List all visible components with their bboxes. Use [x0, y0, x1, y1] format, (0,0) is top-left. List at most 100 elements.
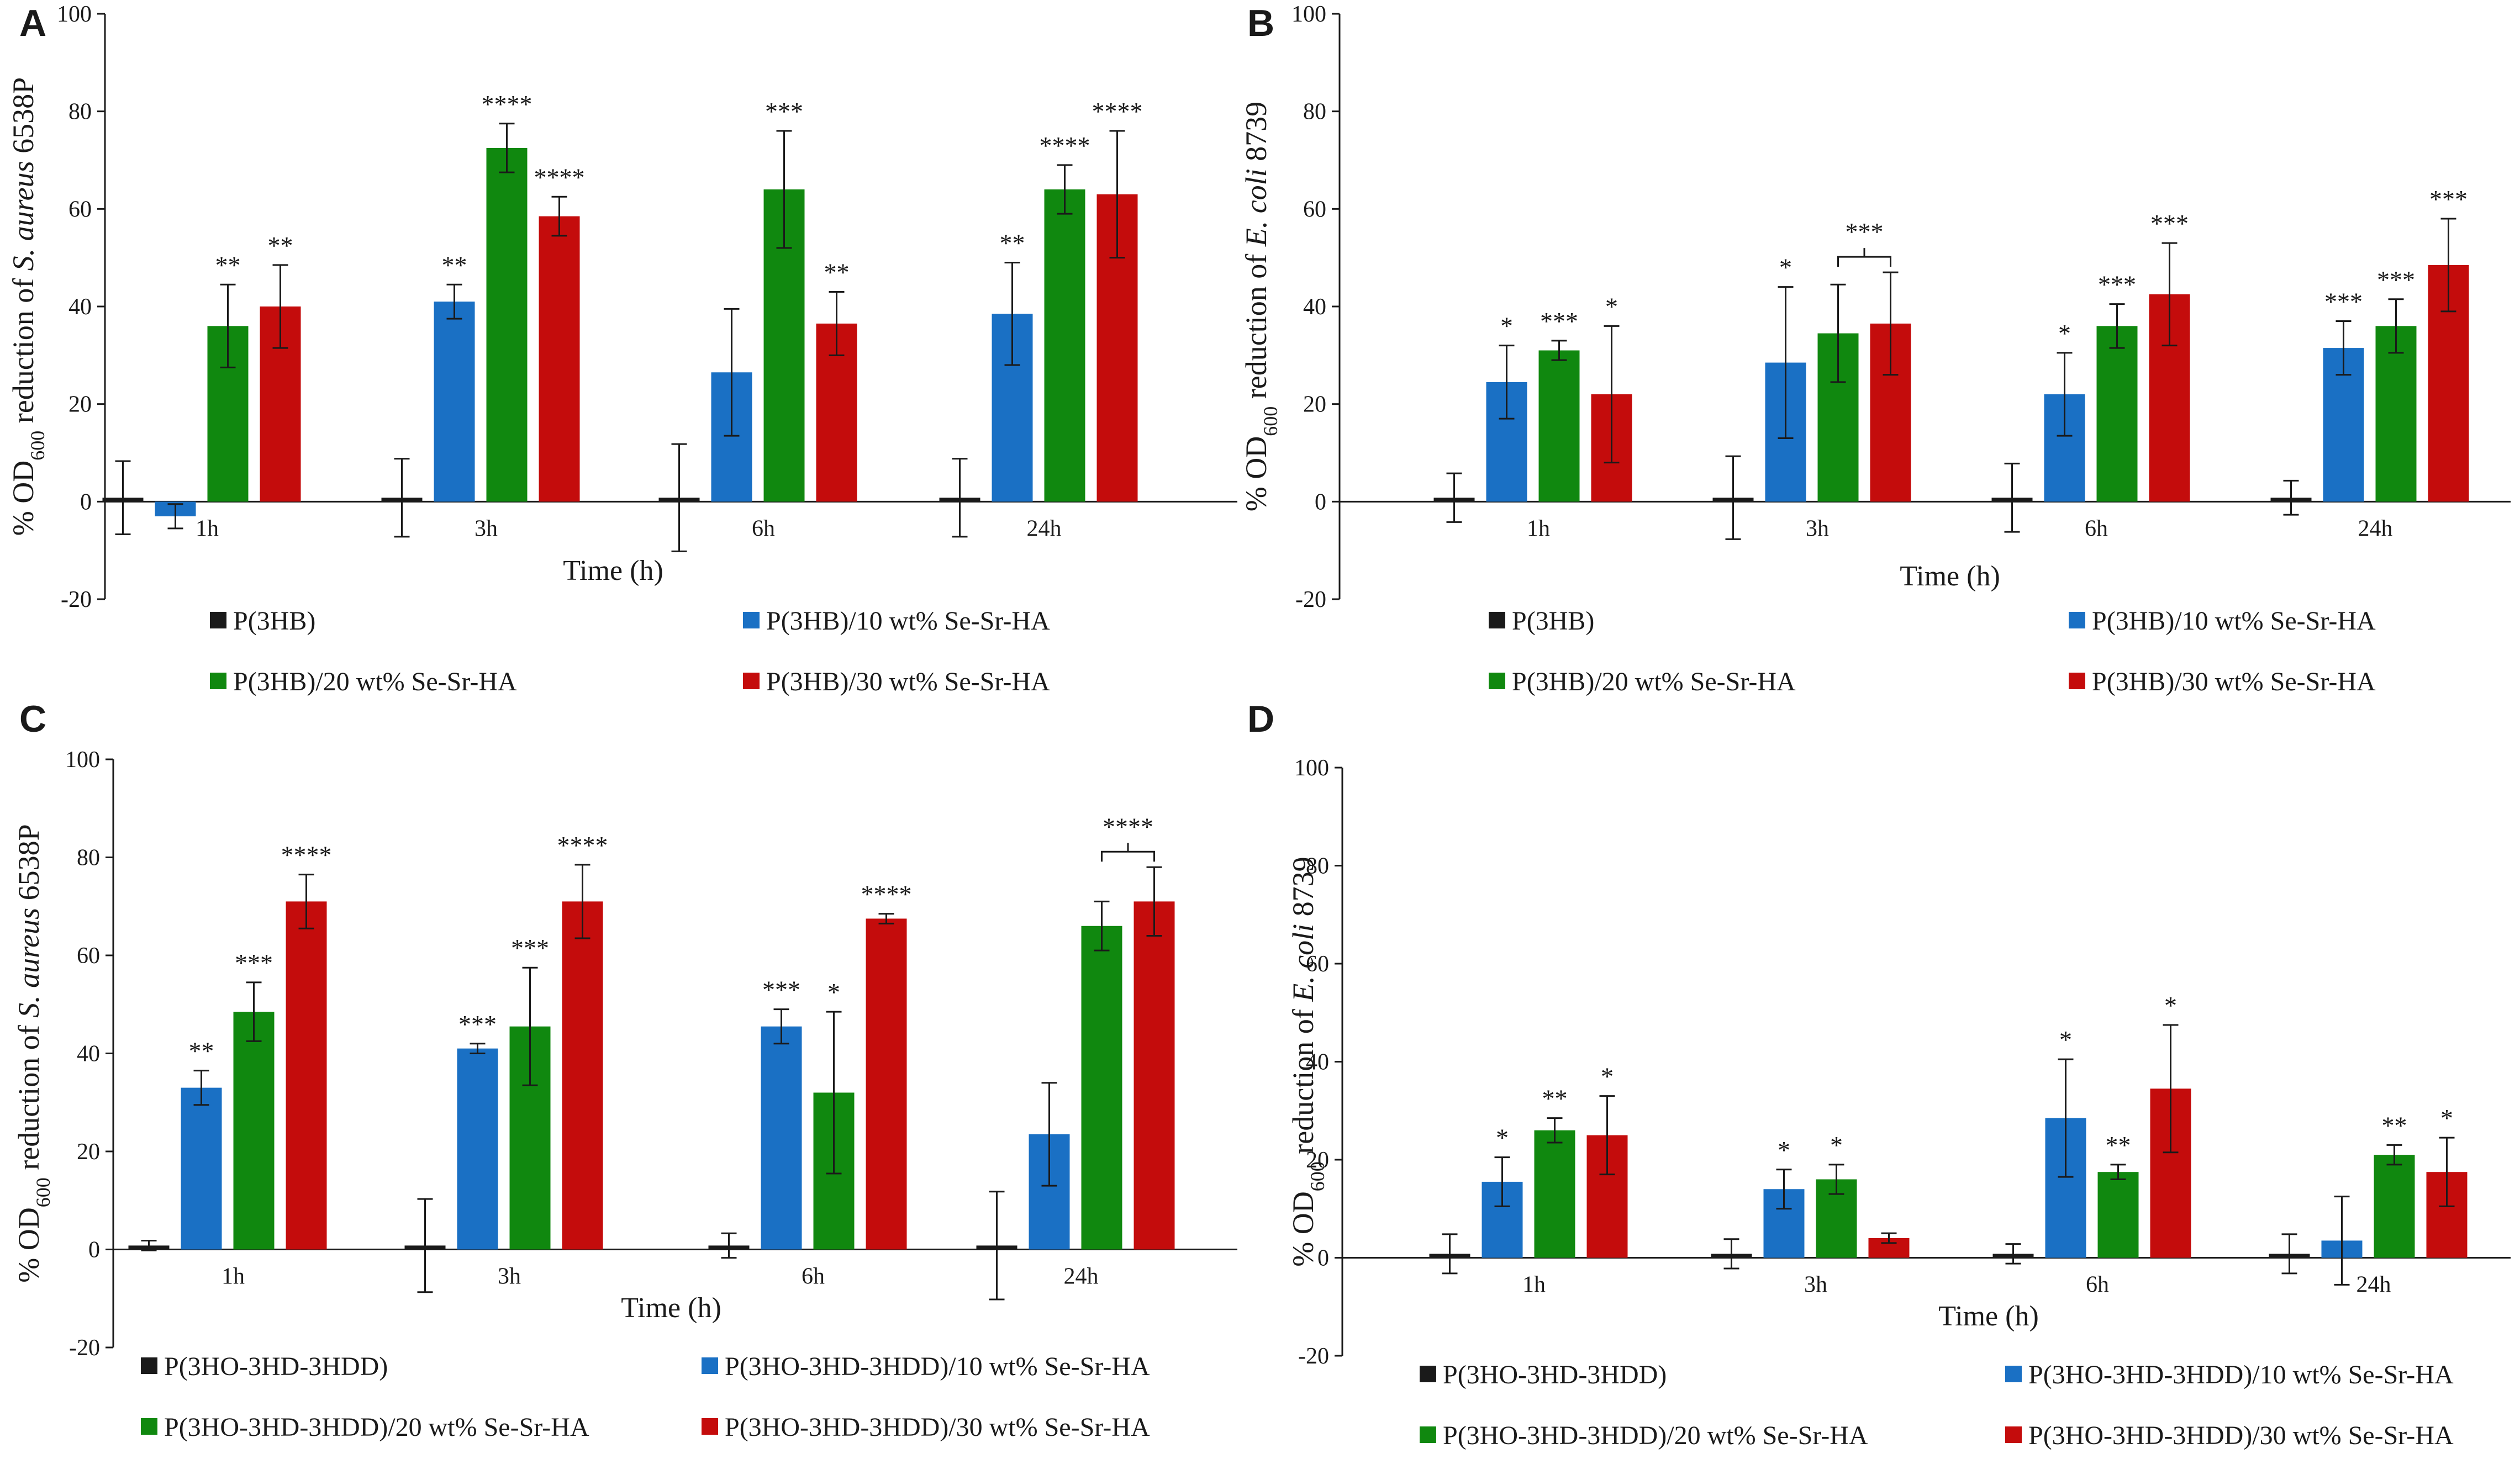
y-tick-label: 100 [1294, 755, 1329, 781]
y-tick-label: 80 [1306, 854, 1329, 879]
legend-label: P(3HB) [233, 606, 315, 636]
significance-label: * [2440, 1104, 2453, 1132]
bar-green [1081, 926, 1122, 1250]
significance-label: * [1601, 1063, 1614, 1091]
x-tick-label: 6h [2086, 1272, 2109, 1298]
y-axis-title-part: 6538P [7, 77, 40, 161]
y-tick-label: 60 [1306, 952, 1329, 977]
y-axis-title-part: 6538P [12, 824, 45, 908]
significance-label: *** [2098, 271, 2136, 299]
legend-swatch-red [2005, 1426, 2022, 1443]
legend-label: P(3HO-3HD-3HDD)/10 wt% Se-Sr-HA [2028, 1360, 2454, 1389]
chart-panel-a: A-20020406080100****1h**********3h*****6… [7, 2, 1237, 696]
significance-label: ** [824, 258, 850, 287]
significance-label: **** [281, 841, 332, 869]
y-tick-label: 40 [77, 1042, 100, 1067]
legend-swatch-black [1489, 612, 1505, 628]
significance-label: ** [1542, 1085, 1568, 1113]
y-axis-title-part: S. aureus [12, 908, 45, 1018]
legend-label: P(3HB)/30 wt% Se-Sr-HA [766, 667, 1050, 696]
legend-label: P(3HO-3HD-3HDD)/20 wt% Se-Sr-HA [1443, 1421, 1868, 1450]
x-tick-label: 24h [2358, 516, 2393, 541]
legend-swatch-blue [743, 612, 760, 628]
legend-label: P(3HB)/20 wt% Se-Sr-HA [1512, 667, 1796, 696]
significance-label: ** [2382, 1111, 2407, 1139]
legend-label: P(3HO-3HD-3HDD)/30 wt% Se-Sr-HA [2028, 1421, 2454, 1450]
bracket-significance-label: *** [1846, 218, 1884, 246]
significance-label: *** [2377, 266, 2415, 294]
significance-label: *** [511, 934, 549, 962]
chart-panel-c: C-20020406080100*********1h**********3h*… [12, 698, 1237, 1442]
bar-green [2096, 326, 2138, 502]
significance-label: * [1779, 253, 1792, 282]
y-axis-title-part: E. coli [1240, 168, 1273, 247]
legend-swatch-black [210, 612, 226, 628]
legend-swatch-blue [2005, 1366, 2022, 1382]
y-axis-title-part: S. aureus [7, 161, 40, 271]
bar-green [2375, 326, 2417, 502]
panel-letter: D [1247, 698, 1274, 740]
y-tick-label: -20 [69, 1335, 100, 1361]
y-tick-label: 100 [65, 747, 100, 773]
bracket-significance-label: **** [1103, 812, 1153, 841]
legend-label: P(3HB)/10 wt% Se-Sr-HA [2092, 606, 2376, 636]
bar-green [486, 147, 528, 502]
y-tick-label: 100 [1291, 2, 1326, 27]
legend-swatch-red [2069, 673, 2085, 689]
significance-label: ** [268, 231, 293, 260]
bar-red [539, 216, 580, 502]
bar-green [2097, 1172, 2139, 1258]
y-axis-title-part: reduction of [1287, 1002, 1320, 1161]
y-axis-title-part: E. coli [1287, 924, 1320, 1002]
significance-label: * [2058, 319, 2071, 347]
y-tick-label: 0 [80, 489, 92, 515]
significance-label: * [1496, 1124, 1509, 1152]
bar-green [233, 1012, 275, 1250]
y-axis-title-part: 600 [32, 1177, 54, 1207]
legend-label: P(3HO-3HD-3HDD) [164, 1352, 388, 1381]
legend-label: P(3HB) [1512, 606, 1594, 636]
y-tick-label: -20 [1295, 587, 1326, 612]
significance-label: *** [2429, 185, 2468, 213]
bar-green [2374, 1155, 2415, 1258]
y-tick-label: 60 [68, 197, 92, 222]
bar-red [286, 901, 327, 1250]
y-tick-label: 20 [1306, 1148, 1329, 1173]
y-axis-title-part: % OD [7, 461, 40, 536]
bar-blue [457, 1048, 498, 1250]
significance-bracket [1837, 248, 1891, 267]
significance-bracket [1101, 843, 1155, 862]
legend-swatch-black [1420, 1366, 1436, 1382]
bar-red [562, 901, 603, 1250]
y-axis-title: % OD600 reduction of S. aureus 6538P [12, 824, 54, 1282]
x-axis-title: Time (h) [621, 1292, 721, 1324]
significance-label: *** [762, 976, 800, 1004]
x-tick-label: 1h [1522, 1272, 1546, 1298]
significance-label: ** [442, 251, 467, 279]
y-axis-title-part: 600 [1306, 1161, 1328, 1191]
y-tick-label: 40 [1306, 1050, 1329, 1075]
legend-swatch-blue [702, 1357, 718, 1374]
significance-label: ** [215, 251, 241, 279]
significance-label: **** [534, 163, 585, 191]
legend-label: P(3HO-3HD-3HDD)/30 wt% Se-Sr-HA [725, 1413, 1150, 1442]
significance-label: * [2059, 1026, 2072, 1054]
y-tick-label: -20 [61, 587, 92, 612]
y-axis-title: % OD600 reduction of E. coli 8739 [1287, 857, 1328, 1266]
x-tick-label: 6h [2085, 516, 2108, 541]
x-axis-title: Time (h) [1900, 561, 2000, 592]
legend-label: P(3HO-3HD-3HDD) [1443, 1360, 1667, 1389]
significance-label: * [1605, 292, 1618, 320]
x-tick-label: 6h [752, 516, 775, 541]
panel-letter: C [19, 698, 46, 740]
y-tick-label: 40 [1303, 294, 1326, 320]
y-tick-label: 80 [77, 845, 100, 871]
legend-swatch-black [141, 1357, 157, 1374]
significance-label: **** [482, 90, 533, 118]
panel-letter: B [1247, 2, 1274, 44]
legend-swatch-green [210, 673, 226, 689]
significance-label: ** [2106, 1131, 2131, 1159]
y-axis-title: % OD600 reduction of S. aureus 6538P [7, 77, 49, 536]
y-axis-title-part: 8739 [1240, 102, 1273, 169]
